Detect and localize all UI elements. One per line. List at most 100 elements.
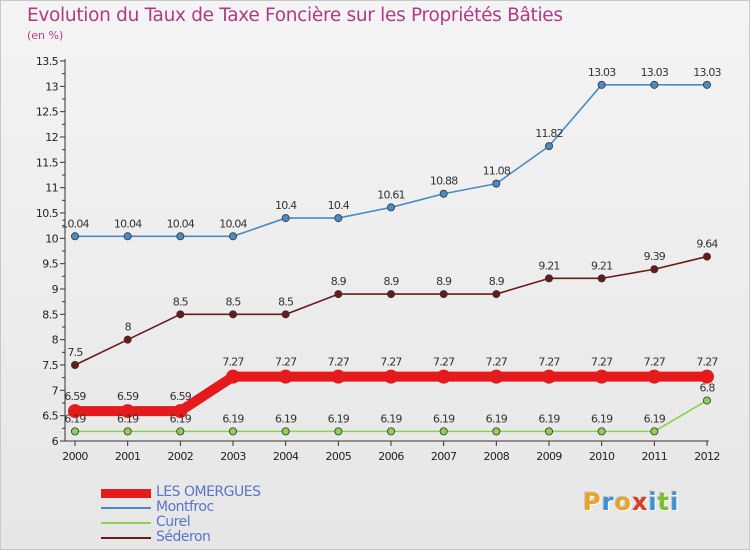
data-point bbox=[176, 310, 185, 319]
y-tick-label: 9 bbox=[52, 283, 59, 296]
data-label: 9.64 bbox=[696, 238, 718, 251]
data-point bbox=[386, 427, 395, 436]
x-tick-label: 2008 bbox=[484, 450, 510, 463]
data-label: 8.5 bbox=[278, 295, 294, 308]
data-point bbox=[334, 214, 343, 223]
legend-label: Curel bbox=[156, 514, 191, 530]
data-label: 10.4 bbox=[328, 199, 350, 212]
data-label: 10.04 bbox=[61, 217, 89, 230]
data-label: 6.19 bbox=[486, 412, 508, 425]
legend-label: LES OMERGUES bbox=[156, 484, 261, 500]
data-point bbox=[489, 369, 504, 384]
data-point bbox=[123, 427, 132, 436]
data-label: 7.27 bbox=[222, 356, 244, 369]
legend-label: Séderon bbox=[156, 529, 211, 545]
x-tick-label: 2004 bbox=[273, 450, 299, 463]
x-tick-label: 2006 bbox=[378, 450, 404, 463]
data-point bbox=[650, 427, 659, 436]
y-tick-label: 8.5 bbox=[42, 308, 58, 321]
proxiti-logo: Proxiti bbox=[583, 488, 679, 516]
data-label: 8.9 bbox=[489, 275, 505, 288]
data-point bbox=[71, 232, 80, 241]
logo-letter: P bbox=[583, 488, 602, 516]
data-point bbox=[650, 265, 659, 274]
y-tick-label: 13 bbox=[45, 80, 58, 93]
legend-label: Montfroc bbox=[156, 499, 214, 515]
data-label: 7.5 bbox=[67, 346, 83, 359]
data-point bbox=[439, 290, 448, 299]
data-label: 7.27 bbox=[380, 356, 402, 369]
data-point bbox=[123, 335, 132, 344]
data-point bbox=[68, 404, 82, 419]
x-tick-label: 2010 bbox=[589, 450, 615, 463]
data-point bbox=[334, 290, 343, 299]
data-point bbox=[439, 427, 448, 436]
data-label: 8.9 bbox=[436, 275, 452, 288]
x-tick-label: 2011 bbox=[642, 450, 668, 463]
chart-title: Evolution du Taux de Taxe Foncière sur l… bbox=[27, 5, 563, 26]
logo-letter: i bbox=[670, 488, 680, 516]
data-label: 7.27 bbox=[486, 356, 508, 369]
series-line-3 bbox=[74, 255, 708, 366]
data-point bbox=[647, 369, 662, 384]
data-point bbox=[492, 179, 501, 188]
data-label: 6.19 bbox=[64, 412, 86, 425]
data-point bbox=[703, 80, 712, 89]
data-point bbox=[228, 232, 237, 241]
data-point bbox=[545, 142, 554, 151]
data-label: 6.19 bbox=[222, 412, 244, 425]
x-tick-label: 2009 bbox=[536, 450, 562, 463]
data-label: 8.9 bbox=[331, 275, 347, 288]
data-label: 6.19 bbox=[117, 412, 139, 425]
x-tick-label: 2005 bbox=[326, 450, 352, 463]
data-point bbox=[71, 360, 80, 369]
y-tick-label: 7 bbox=[52, 384, 59, 397]
data-label: 13.03 bbox=[641, 66, 669, 79]
data-label: 8.5 bbox=[225, 295, 241, 308]
data-point bbox=[226, 369, 240, 384]
data-point bbox=[597, 427, 606, 436]
data-point bbox=[542, 369, 556, 384]
data-point bbox=[228, 310, 237, 319]
data-point bbox=[386, 290, 395, 299]
logo-letter: i bbox=[648, 488, 658, 516]
data-point bbox=[650, 80, 659, 89]
data-label: 7.27 bbox=[591, 356, 613, 369]
y-tick-label: 12 bbox=[45, 131, 58, 144]
data-point bbox=[123, 232, 132, 241]
data-label: 9.21 bbox=[591, 259, 612, 272]
data-label: 13.03 bbox=[588, 66, 616, 79]
logo-letter: r bbox=[601, 488, 615, 516]
y-tick-label: 6.5 bbox=[42, 410, 58, 423]
data-point bbox=[703, 396, 712, 405]
data-point bbox=[176, 232, 185, 241]
x-tick-label: 2007 bbox=[431, 450, 457, 463]
data-label: 10.04 bbox=[114, 217, 142, 230]
series-line-1 bbox=[75, 84, 707, 238]
y-tick-label: 10.5 bbox=[36, 207, 59, 220]
data-label: 10.88 bbox=[430, 175, 458, 188]
data-label: 7.27 bbox=[328, 356, 350, 369]
logo-letter: x bbox=[631, 488, 649, 516]
line-chart: 6 6.5 7 7.5 8 8.5 9 9.5 10 10.5 11 11.5 12 12.5 13 13.5… bbox=[36, 55, 722, 463]
data-point bbox=[545, 274, 554, 283]
logo-letter: o bbox=[614, 488, 632, 516]
data-point bbox=[492, 427, 501, 436]
data-label: 6.19 bbox=[380, 412, 402, 425]
data-label: 6.19 bbox=[591, 412, 613, 425]
legend-swatch bbox=[101, 507, 151, 509]
data-label: 10.4 bbox=[275, 199, 297, 212]
data-label: 10.04 bbox=[219, 217, 247, 230]
data-label: 6.19 bbox=[170, 412, 192, 425]
data-label: 7.27 bbox=[275, 356, 297, 369]
y-tick-label: 8 bbox=[52, 334, 59, 347]
data-point bbox=[703, 252, 712, 261]
legend-swatch bbox=[101, 522, 151, 524]
data-point bbox=[120, 404, 135, 419]
data-label: 8.5 bbox=[173, 295, 189, 308]
data-label: 7.27 bbox=[644, 356, 666, 369]
data-point bbox=[545, 427, 554, 436]
data-point bbox=[173, 404, 188, 419]
data-point bbox=[334, 427, 343, 436]
